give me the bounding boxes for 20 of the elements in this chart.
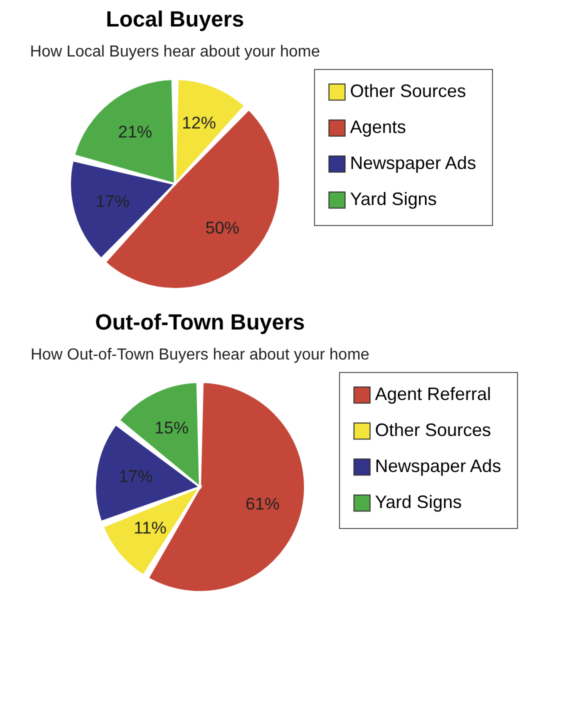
chart-subtitle: How Local Buyers hear about your home	[30, 44, 320, 60]
data-label: 50%	[205, 218, 240, 238]
chart-title: Local Buyers	[106, 6, 244, 32]
chart-subtitle: How Out-of-Town Buyers hear about your home	[30, 346, 370, 364]
data-label: 17%	[118, 467, 153, 486]
data-label: 21%	[118, 122, 152, 142]
legend-label: Yard Signs	[350, 189, 437, 209]
legend-label: Yard Signs	[375, 492, 462, 512]
data-label: 17%	[96, 192, 130, 212]
legend-label: Agent Referral	[375, 384, 492, 404]
data-label: 61%	[246, 494, 280, 514]
data-label: 12%	[182, 114, 216, 133]
data-label: 15%	[154, 418, 189, 438]
legend-label: Other Sources	[350, 81, 466, 101]
legend-label: Agents	[350, 117, 406, 137]
data-label: 11%	[134, 518, 166, 538]
legend-label: Newspaper Ads	[350, 153, 476, 173]
chart-title: Out-of-Town Buyers	[95, 310, 305, 334]
legend-label: Other Sources	[375, 420, 492, 440]
legend-label: Newspaper Ads	[375, 456, 502, 476]
